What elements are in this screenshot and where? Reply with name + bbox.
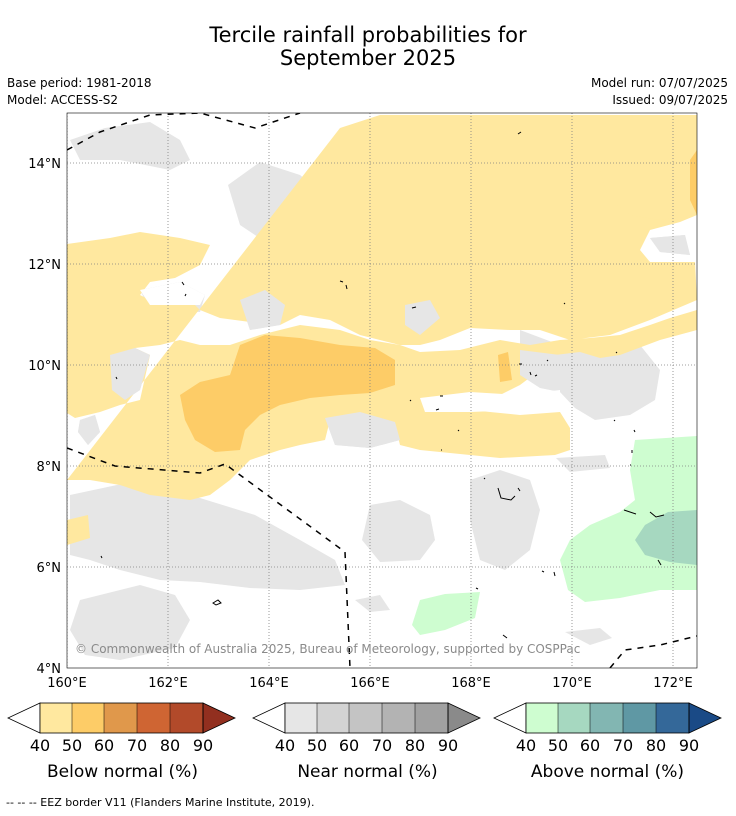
lat-label-8n: 8°N [37,460,62,475]
near-tick-80: 80 [405,736,425,755]
above-normal-40-regions [412,436,697,668]
map-frame [66,112,698,669]
base-period: Base period: 1981-2018 [7,76,152,90]
near-tick-60: 60 [339,736,359,755]
white-gaps [140,282,560,412]
colorbar-near-title: Near normal (%) [297,762,438,782]
above-tick-60: 60 [580,736,600,755]
above-normal-50-regions [635,510,697,565]
model-name: Model: ACCESS-S2 [7,93,119,107]
lat-label-12n: 12°N [28,258,61,273]
model-run: Model run: 07/07/2025 [590,76,728,90]
colorbar-below [7,702,236,734]
lat-label-4n: 4°N [37,662,62,677]
near-tick-50: 50 [307,736,327,755]
near-tick-70: 70 [372,736,392,755]
near-tick-90: 90 [438,736,458,755]
lon-label-170e: 170°E [552,676,592,691]
map-title-line2: September 2025 [279,46,457,70]
colorbar-below-title: Below normal (%) [47,762,198,782]
near-tick-40: 40 [275,736,295,755]
lat-label-14n: 14°N [28,157,61,172]
colorbar-above-title: Above normal (%) [530,762,685,782]
map-title-line1: Tercile rainfall probabilities for [209,23,527,47]
colorbar-above [493,702,722,734]
islands [100,131,665,639]
lon-label-160e: 160°E [47,676,87,691]
near-normal-inner-regions [78,235,690,448]
below-tick-70: 70 [127,736,147,755]
lon-label-172e: 172°E [653,676,693,691]
map-area [67,113,697,668]
lat-label-6n: 6°N [37,561,62,576]
above-tick-50: 50 [548,736,568,755]
above-tick-90: 90 [679,736,699,755]
below-normal-50-regions [180,150,697,452]
above-tick-80: 80 [646,736,666,755]
below-tick-90: 90 [193,736,213,755]
above-tick-40: 40 [516,736,536,755]
eez-legend-footnote: -- -- -- EEZ border V11 (Flanders Marine… [6,796,315,809]
colorbar-near [252,702,481,734]
lon-label-168e: 168°E [451,676,491,691]
lon-label-162e: 162°E [148,676,188,691]
lat-label-10n: 10°N [28,359,61,374]
below-tick-80: 80 [160,736,180,755]
lon-label-164e: 164°E [249,676,289,691]
below-tick-40: 40 [30,736,50,755]
issued-date: Issued: 09/07/2025 [612,93,728,107]
below-tick-50: 50 [62,736,82,755]
above-tick-70: 70 [613,736,633,755]
eez-border [67,113,697,668]
below-tick-60: 60 [94,736,114,755]
graticule [67,113,697,668]
lon-label-166e: 166°E [350,676,390,691]
copyright-notice: © Commonwealth of Australia 2025, Bureau… [75,642,580,656]
